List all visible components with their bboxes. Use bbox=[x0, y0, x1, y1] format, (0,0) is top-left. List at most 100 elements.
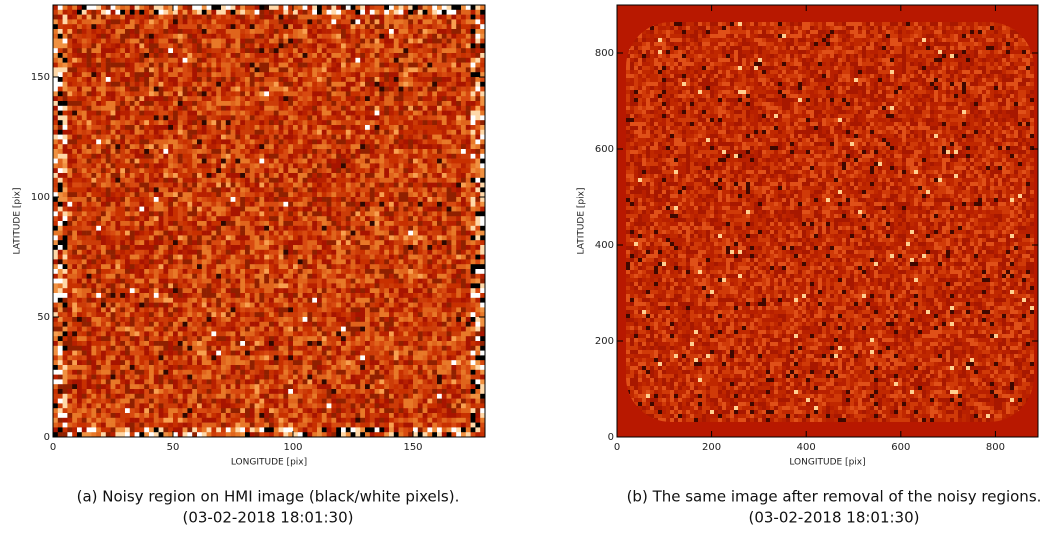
pixel bbox=[249, 249, 255, 255]
pixel bbox=[86, 96, 92, 102]
pixel bbox=[57, 134, 63, 140]
pixel bbox=[221, 293, 227, 299]
pixel bbox=[72, 125, 78, 131]
pixel bbox=[134, 163, 140, 169]
pixel bbox=[129, 235, 135, 241]
pixel bbox=[225, 91, 231, 97]
pixel bbox=[245, 403, 251, 409]
pixel bbox=[153, 48, 159, 54]
pixel bbox=[240, 216, 246, 222]
pixel bbox=[67, 427, 73, 433]
pixel bbox=[259, 9, 265, 15]
pixel bbox=[163, 245, 169, 251]
pixel bbox=[144, 206, 150, 212]
pixel bbox=[168, 53, 174, 59]
pixel bbox=[273, 336, 279, 342]
pixel bbox=[269, 259, 275, 265]
pixel bbox=[221, 105, 227, 111]
pixel bbox=[96, 96, 102, 102]
pixel bbox=[211, 72, 217, 78]
pixel bbox=[77, 240, 83, 246]
pixel bbox=[173, 297, 179, 303]
pixel bbox=[125, 110, 131, 116]
pixel bbox=[96, 374, 102, 380]
pixel bbox=[206, 110, 212, 116]
pixel bbox=[67, 254, 73, 260]
pixel bbox=[206, 326, 212, 332]
pixel bbox=[158, 206, 164, 212]
pixel bbox=[307, 24, 313, 30]
pixel bbox=[264, 81, 270, 87]
pixel bbox=[240, 408, 246, 414]
pixel bbox=[144, 240, 150, 246]
pixel bbox=[283, 221, 289, 227]
pixel bbox=[67, 350, 73, 356]
pixel bbox=[105, 105, 111, 111]
pixel bbox=[173, 273, 179, 279]
pixel bbox=[177, 29, 183, 35]
pixel bbox=[187, 81, 193, 87]
pixel bbox=[134, 283, 140, 289]
pixel bbox=[221, 149, 227, 155]
pixel bbox=[72, 393, 78, 399]
pixel bbox=[153, 336, 159, 342]
pixel bbox=[134, 158, 140, 164]
pixel bbox=[77, 302, 83, 308]
pixel bbox=[273, 101, 279, 107]
pixel bbox=[201, 115, 207, 121]
pixel bbox=[96, 48, 102, 54]
pixel bbox=[182, 5, 188, 11]
pixel bbox=[192, 350, 198, 356]
pixel bbox=[245, 365, 251, 371]
pixel bbox=[312, 158, 318, 164]
pixel bbox=[115, 254, 121, 260]
pixel bbox=[149, 317, 155, 323]
pixel bbox=[206, 120, 212, 126]
pixel bbox=[235, 201, 241, 207]
pixel bbox=[81, 125, 87, 131]
pixel bbox=[221, 96, 227, 102]
pixel bbox=[201, 288, 207, 294]
pixel bbox=[221, 225, 227, 231]
pixel bbox=[177, 302, 183, 308]
pixel bbox=[158, 14, 164, 20]
pixel bbox=[216, 110, 222, 116]
pixel bbox=[163, 139, 169, 145]
pixel bbox=[221, 245, 227, 251]
pixel bbox=[182, 225, 188, 231]
pixel bbox=[144, 9, 150, 15]
pixel bbox=[297, 302, 303, 308]
pixel bbox=[105, 384, 111, 390]
pixel bbox=[197, 144, 203, 150]
pixel bbox=[269, 403, 275, 409]
pixel bbox=[312, 273, 318, 279]
pixel bbox=[249, 197, 255, 203]
pixel bbox=[53, 125, 59, 131]
pixel bbox=[182, 269, 188, 275]
pixel bbox=[81, 389, 87, 395]
pixel bbox=[206, 9, 212, 15]
pixel bbox=[216, 312, 222, 318]
pixel bbox=[101, 139, 107, 145]
pixel bbox=[125, 331, 131, 337]
pixel bbox=[273, 369, 279, 375]
pixel bbox=[168, 163, 174, 169]
pixel bbox=[288, 422, 294, 428]
pixel bbox=[67, 201, 73, 207]
pixel bbox=[240, 427, 246, 433]
pixel bbox=[240, 62, 246, 68]
pixel bbox=[283, 211, 289, 217]
pixel bbox=[297, 403, 303, 409]
pixel bbox=[293, 283, 299, 289]
pixel bbox=[293, 206, 299, 212]
pixel bbox=[307, 326, 313, 332]
pixel bbox=[53, 278, 59, 284]
pixel bbox=[158, 331, 164, 337]
pixel bbox=[86, 408, 92, 414]
pixel bbox=[129, 33, 135, 39]
pixel bbox=[134, 302, 140, 308]
pixel bbox=[240, 139, 246, 145]
pixel bbox=[211, 321, 217, 327]
pixel bbox=[120, 201, 126, 207]
pixel bbox=[120, 163, 126, 169]
